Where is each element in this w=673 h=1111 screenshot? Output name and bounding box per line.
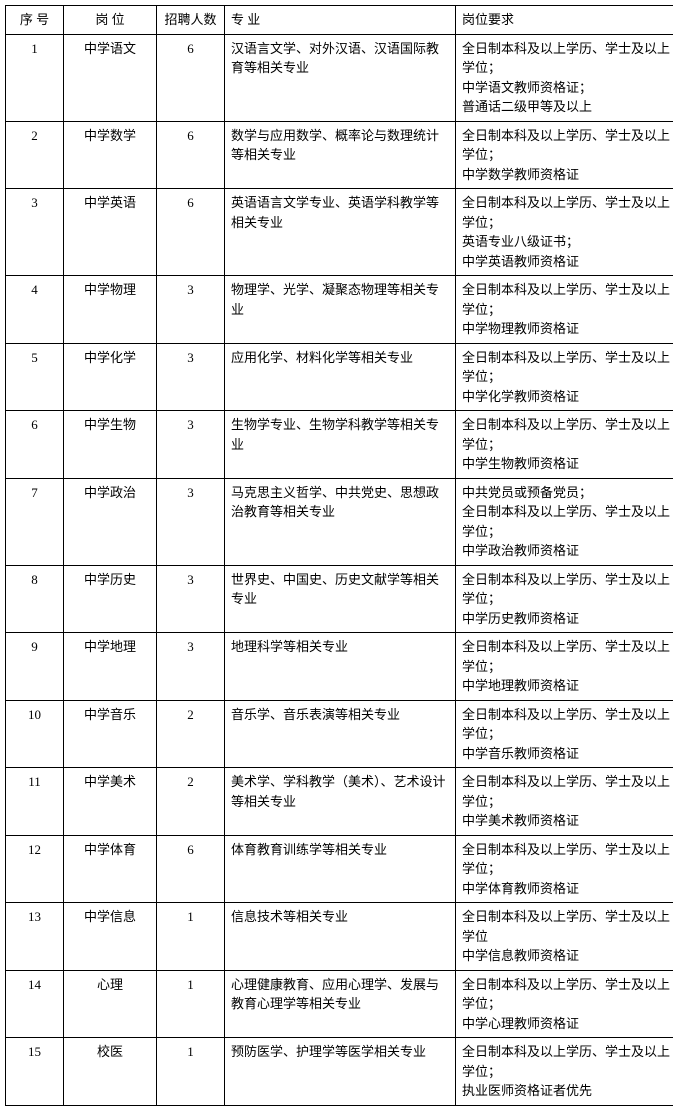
- cell-count: 6: [157, 121, 225, 189]
- cell-seq: 15: [6, 1038, 64, 1106]
- cell-count: 3: [157, 478, 225, 565]
- cell-requirements: 全日制本科及以上学历、学士及以上学位； 中学语文教师资格证； 普通话二级甲等及以…: [456, 34, 673, 121]
- header-count: 招聘人数: [157, 6, 225, 35]
- table-row: 9中学地理3地理科学等相关专业全日制本科及以上学历、学士及以上学位； 中学地理教…: [6, 633, 673, 701]
- cell-requirements: 全日制本科及以上学历、学士及以上学位； 中学生物教师资格证: [456, 411, 673, 479]
- cell-requirements: 中共党员或预备党员； 全日制本科及以上学历、学士及以上学位； 中学政治教师资格证: [456, 478, 673, 565]
- cell-requirements: 全日制本科及以上学历、学士及以上学位； 中学地理教师资格证: [456, 633, 673, 701]
- cell-position: 中学数学: [64, 121, 157, 189]
- cell-position: 校医: [64, 1038, 157, 1106]
- cell-seq: 6: [6, 411, 64, 479]
- cell-count: 2: [157, 768, 225, 836]
- cell-seq: 1: [6, 34, 64, 121]
- cell-position: 中学地理: [64, 633, 157, 701]
- cell-major: 预防医学、护理学等医学相关专业: [225, 1038, 456, 1106]
- cell-position: 中学英语: [64, 189, 157, 276]
- cell-seq: 11: [6, 768, 64, 836]
- cell-major: 信息技术等相关专业: [225, 903, 456, 971]
- cell-major: 地理科学等相关专业: [225, 633, 456, 701]
- cell-major: 体育教育训练学等相关专业: [225, 835, 456, 903]
- cell-major: 英语语言文学专业、英语学科教学等相关专业: [225, 189, 456, 276]
- cell-requirements: 全日制本科及以上学历、学士及以上学位； 中学数学教师资格证: [456, 121, 673, 189]
- cell-count: 6: [157, 189, 225, 276]
- cell-count: 6: [157, 34, 225, 121]
- cell-major: 音乐学、音乐表演等相关专业: [225, 700, 456, 768]
- cell-major: 应用化学、材料化学等相关专业: [225, 343, 456, 411]
- header-requirements: 岗位要求: [456, 6, 673, 35]
- cell-major: 马克思主义哲学、中共党史、思想政治教育等相关专业: [225, 478, 456, 565]
- cell-seq: 14: [6, 970, 64, 1038]
- cell-requirements: 全日制本科及以上学历、学士及以上学位； 中学历史教师资格证: [456, 565, 673, 633]
- cell-requirements: 全日制本科及以上学历、学士及以上学位； 中学心理教师资格证: [456, 970, 673, 1038]
- cell-count: 2: [157, 700, 225, 768]
- cell-count: 1: [157, 970, 225, 1038]
- table-row: 7中学政治3马克思主义哲学、中共党史、思想政治教育等相关专业中共党员或预备党员；…: [6, 478, 673, 565]
- cell-requirements: 全日制本科及以上学历、学士及以上学位； 英语专业八级证书； 中学英语教师资格证: [456, 189, 673, 276]
- cell-count: 3: [157, 633, 225, 701]
- table-row: 10中学音乐2音乐学、音乐表演等相关专业全日制本科及以上学历、学士及以上学位； …: [6, 700, 673, 768]
- cell-requirements: 全日制本科及以上学历、学士及以上学位； 中学美术教师资格证: [456, 768, 673, 836]
- cell-requirements: 全日制本科及以上学历、学士及以上学位； 中学物理教师资格证: [456, 276, 673, 344]
- cell-count: 1: [157, 1038, 225, 1106]
- cell-seq: 12: [6, 835, 64, 903]
- cell-major: 物理学、光学、凝聚态物理等相关专业: [225, 276, 456, 344]
- recruitment-table: 序 号 岗 位 招聘人数 专 业 岗位要求 1中学语文6汉语言文学、对外汉语、汉…: [5, 5, 673, 1106]
- cell-seq: 10: [6, 700, 64, 768]
- cell-requirements: 全日制本科及以上学历、学士及以上学位； 执业医师资格证者优先: [456, 1038, 673, 1106]
- cell-seq: 4: [6, 276, 64, 344]
- cell-major: 心理健康教育、应用心理学、发展与教育心理学等相关专业: [225, 970, 456, 1038]
- cell-count: 6: [157, 835, 225, 903]
- table-row: 12中学体育6体育教育训练学等相关专业全日制本科及以上学历、学士及以上学位； 中…: [6, 835, 673, 903]
- cell-major: 汉语言文学、对外汉语、汉语国际教育等相关专业: [225, 34, 456, 121]
- header-seq: 序 号: [6, 6, 64, 35]
- cell-requirements: 全日制本科及以上学历、学士及以上学位； 中学化学教师资格证: [456, 343, 673, 411]
- table-row: 2中学数学6数学与应用数学、概率论与数理统计等相关专业全日制本科及以上学历、学士…: [6, 121, 673, 189]
- cell-position: 中学生物: [64, 411, 157, 479]
- header-position: 岗 位: [64, 6, 157, 35]
- cell-count: 3: [157, 276, 225, 344]
- table-row: 15校医1预防医学、护理学等医学相关专业全日制本科及以上学历、学士及以上学位； …: [6, 1038, 673, 1106]
- table-row: 6中学生物3生物学专业、生物学科教学等相关专业全日制本科及以上学历、学士及以上学…: [6, 411, 673, 479]
- cell-requirements: 全日制本科及以上学历、学士及以上学位； 中学体育教师资格证: [456, 835, 673, 903]
- cell-seq: 5: [6, 343, 64, 411]
- cell-position: 中学音乐: [64, 700, 157, 768]
- cell-seq: 2: [6, 121, 64, 189]
- table-row: 11中学美术2美术学、学科教学（美术）、艺术设计等相关专业全日制本科及以上学历、…: [6, 768, 673, 836]
- cell-major: 美术学、学科教学（美术）、艺术设计等相关专业: [225, 768, 456, 836]
- cell-major: 数学与应用数学、概率论与数理统计等相关专业: [225, 121, 456, 189]
- cell-position: 中学美术: [64, 768, 157, 836]
- cell-major: 生物学专业、生物学科教学等相关专业: [225, 411, 456, 479]
- cell-count: 1: [157, 903, 225, 971]
- table-row: 3中学英语6英语语言文学专业、英语学科教学等相关专业全日制本科及以上学历、学士及…: [6, 189, 673, 276]
- table-row: 14心理1心理健康教育、应用心理学、发展与教育心理学等相关专业全日制本科及以上学…: [6, 970, 673, 1038]
- cell-position: 中学化学: [64, 343, 157, 411]
- cell-requirements: 全日制本科及以上学历、学士及以上学位 中学信息教师资格证: [456, 903, 673, 971]
- cell-requirements: 全日制本科及以上学历、学士及以上学位； 中学音乐教师资格证: [456, 700, 673, 768]
- cell-count: 3: [157, 343, 225, 411]
- table-row: 4中学物理3物理学、光学、凝聚态物理等相关专业全日制本科及以上学历、学士及以上学…: [6, 276, 673, 344]
- cell-seq: 13: [6, 903, 64, 971]
- cell-seq: 3: [6, 189, 64, 276]
- table-row: 13中学信息1信息技术等相关专业全日制本科及以上学历、学士及以上学位 中学信息教…: [6, 903, 673, 971]
- cell-position: 中学体育: [64, 835, 157, 903]
- cell-seq: 9: [6, 633, 64, 701]
- header-row: 序 号 岗 位 招聘人数 专 业 岗位要求: [6, 6, 673, 35]
- cell-count: 3: [157, 565, 225, 633]
- cell-position: 中学政治: [64, 478, 157, 565]
- header-major: 专 业: [225, 6, 456, 35]
- cell-position: 中学物理: [64, 276, 157, 344]
- table-row: 8中学历史3世界史、中国史、历史文献学等相关专业全日制本科及以上学历、学士及以上…: [6, 565, 673, 633]
- cell-position: 心理: [64, 970, 157, 1038]
- cell-position: 中学语文: [64, 34, 157, 121]
- cell-count: 3: [157, 411, 225, 479]
- table-row: 5中学化学3应用化学、材料化学等相关专业全日制本科及以上学历、学士及以上学位； …: [6, 343, 673, 411]
- cell-major: 世界史、中国史、历史文献学等相关专业: [225, 565, 456, 633]
- cell-position: 中学信息: [64, 903, 157, 971]
- table-row: 1中学语文6汉语言文学、对外汉语、汉语国际教育等相关专业全日制本科及以上学历、学…: [6, 34, 673, 121]
- cell-position: 中学历史: [64, 565, 157, 633]
- cell-seq: 7: [6, 478, 64, 565]
- table-body: 1中学语文6汉语言文学、对外汉语、汉语国际教育等相关专业全日制本科及以上学历、学…: [6, 34, 673, 1105]
- cell-seq: 8: [6, 565, 64, 633]
